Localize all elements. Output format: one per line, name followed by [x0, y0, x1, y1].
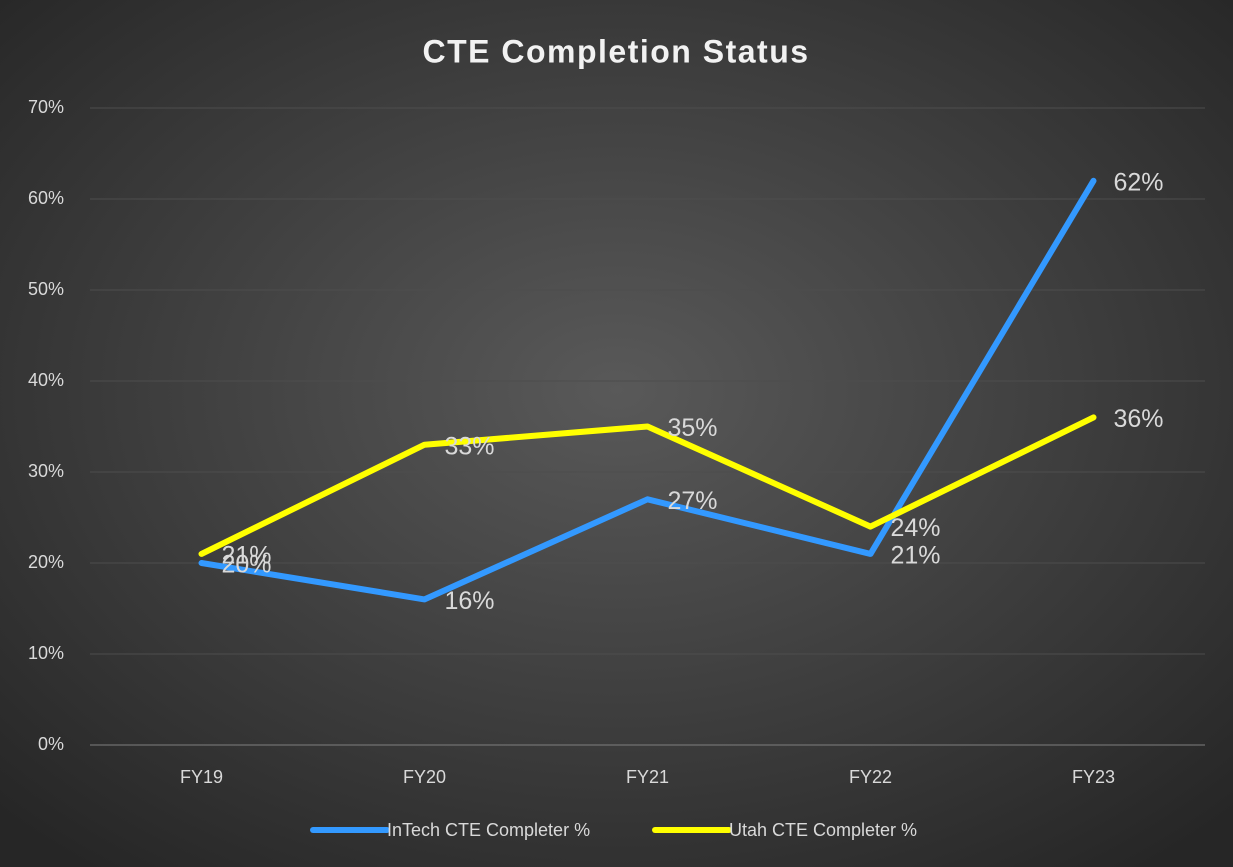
data-label: 36%	[1114, 405, 1164, 433]
data-label: 20%	[222, 551, 272, 579]
chart-title: CTE Completion Status	[422, 33, 809, 69]
data-label: 24%	[891, 514, 941, 542]
x-tick-label: FY22	[849, 767, 892, 787]
data-label: 21%	[222, 542, 272, 570]
legend-label: Utah CTE Completer %	[729, 820, 917, 840]
series-line	[198, 177, 1097, 603]
data-label: 33%	[445, 432, 495, 460]
y-tick-label: 50%	[28, 279, 64, 299]
legend-label: InTech CTE Completer %	[387, 820, 590, 840]
y-tick-label: 30%	[28, 461, 64, 481]
data-label: 62%	[1114, 168, 1164, 196]
y-tick-label: 60%	[28, 188, 64, 208]
data-label: 16%	[445, 587, 495, 615]
data-label: 35%	[668, 414, 718, 442]
data-label: 21%	[891, 542, 941, 570]
y-tick-label: 0%	[38, 734, 64, 754]
y-tick-label: 70%	[28, 97, 64, 117]
x-tick-label: FY23	[1072, 767, 1115, 787]
y-tick-label: 20%	[28, 552, 64, 572]
y-tick-label: 10%	[28, 643, 64, 663]
y-tick-label: 40%	[28, 370, 64, 390]
x-tick-label: FY21	[626, 767, 669, 787]
series-line	[198, 414, 1097, 557]
x-tick-label: FY20	[403, 767, 446, 787]
x-tick-label: FY19	[180, 767, 223, 787]
data-label: 27%	[668, 487, 718, 515]
